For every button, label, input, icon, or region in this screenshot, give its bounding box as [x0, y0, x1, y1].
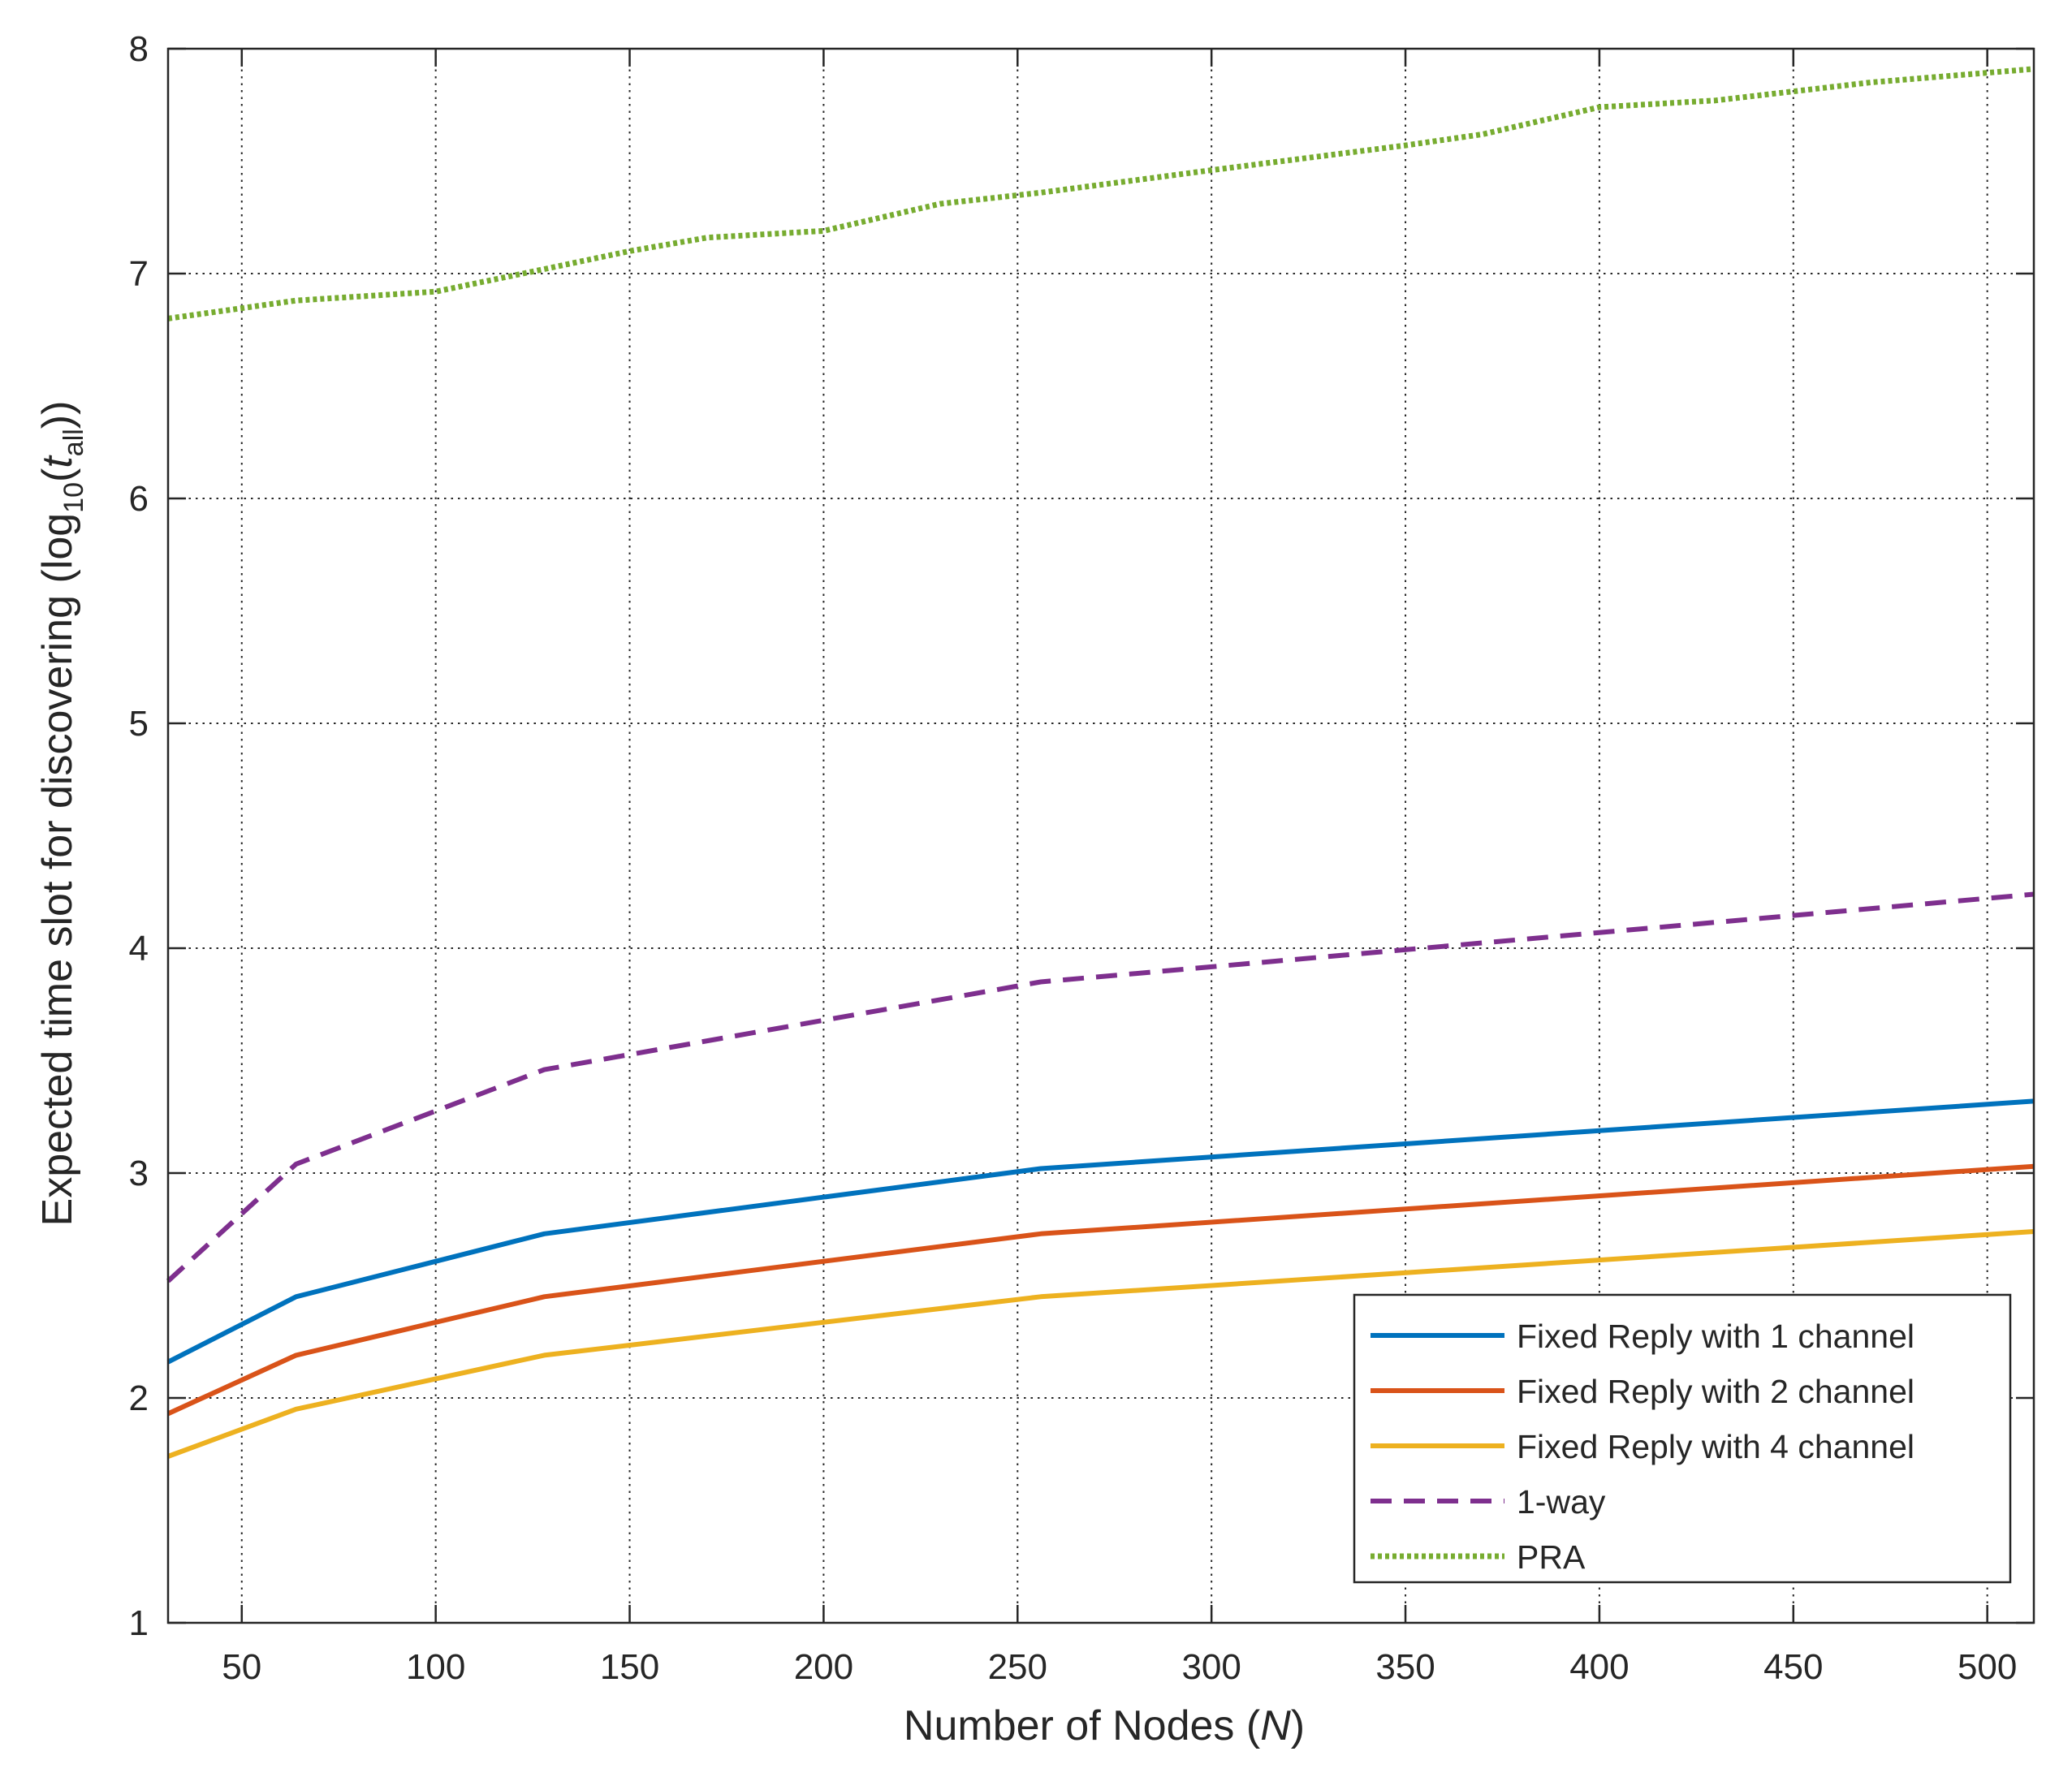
y-axis-label-sub10: 10 — [58, 482, 89, 513]
x-tick-label: 400 — [1569, 1647, 1629, 1687]
y-axis-label-var: t — [34, 455, 81, 468]
legend-box — [1353, 1293, 2012, 1584]
x-tick-label: 50 — [222, 1647, 261, 1687]
x-tick-label: 150 — [600, 1647, 659, 1687]
x-tick-label: 450 — [1763, 1647, 1823, 1687]
y-tick-label: 1 — [129, 1603, 149, 1643]
y-axis-label-suball: all — [58, 429, 89, 456]
legend-label: 1-way — [1517, 1483, 1606, 1521]
plot-series — [166, 66, 2035, 1459]
x-axis-label-var: N — [1260, 1702, 1291, 1749]
axes-box — [166, 47, 2035, 1624]
x-tick-label: 300 — [1181, 1647, 1241, 1687]
series-4-line — [166, 891, 2035, 1283]
y-axis-label: Expected time slot for discovering (log1… — [34, 401, 89, 1227]
x-tick-label: 200 — [794, 1647, 853, 1687]
x-tick-label: 250 — [988, 1647, 1047, 1687]
y-tick-label: 4 — [129, 929, 149, 968]
legend-label: Fixed Reply with 1 channel — [1517, 1318, 1914, 1355]
axis-ticks: 50 100 150 200 250 300 350 400 450 500 1 2 3 4 5 6 7 8 — [129, 29, 2034, 1687]
y-tick-label: 7 — [129, 254, 149, 294]
x-tick-label: 500 — [1958, 1647, 2017, 1687]
legend: Fixed Reply with 1 channel Fixed Reply wi… — [1353, 1293, 2012, 1584]
legend-label: Fixed Reply with 4 channel — [1517, 1428, 1914, 1465]
series-5-line — [167, 66, 2035, 321]
y-tick-label: 6 — [129, 479, 149, 519]
series-2-line — [166, 1163, 2035, 1417]
x-axis-label: Number of Nodes (N) — [904, 1702, 1305, 1749]
series-3-line — [166, 1229, 2035, 1459]
x-tick-label: 350 — [1375, 1647, 1435, 1687]
legend-label: PRA — [1517, 1538, 1586, 1576]
y-tick-label: 8 — [129, 29, 149, 69]
y-tick-label: 5 — [129, 704, 149, 744]
series-1-line — [166, 1098, 2035, 1365]
y-tick-label: 2 — [129, 1378, 149, 1418]
legend-label: Fixed Reply with 2 channel — [1517, 1373, 1914, 1410]
y-tick-label: 3 — [129, 1154, 149, 1193]
x-tick-label: 100 — [406, 1647, 465, 1687]
